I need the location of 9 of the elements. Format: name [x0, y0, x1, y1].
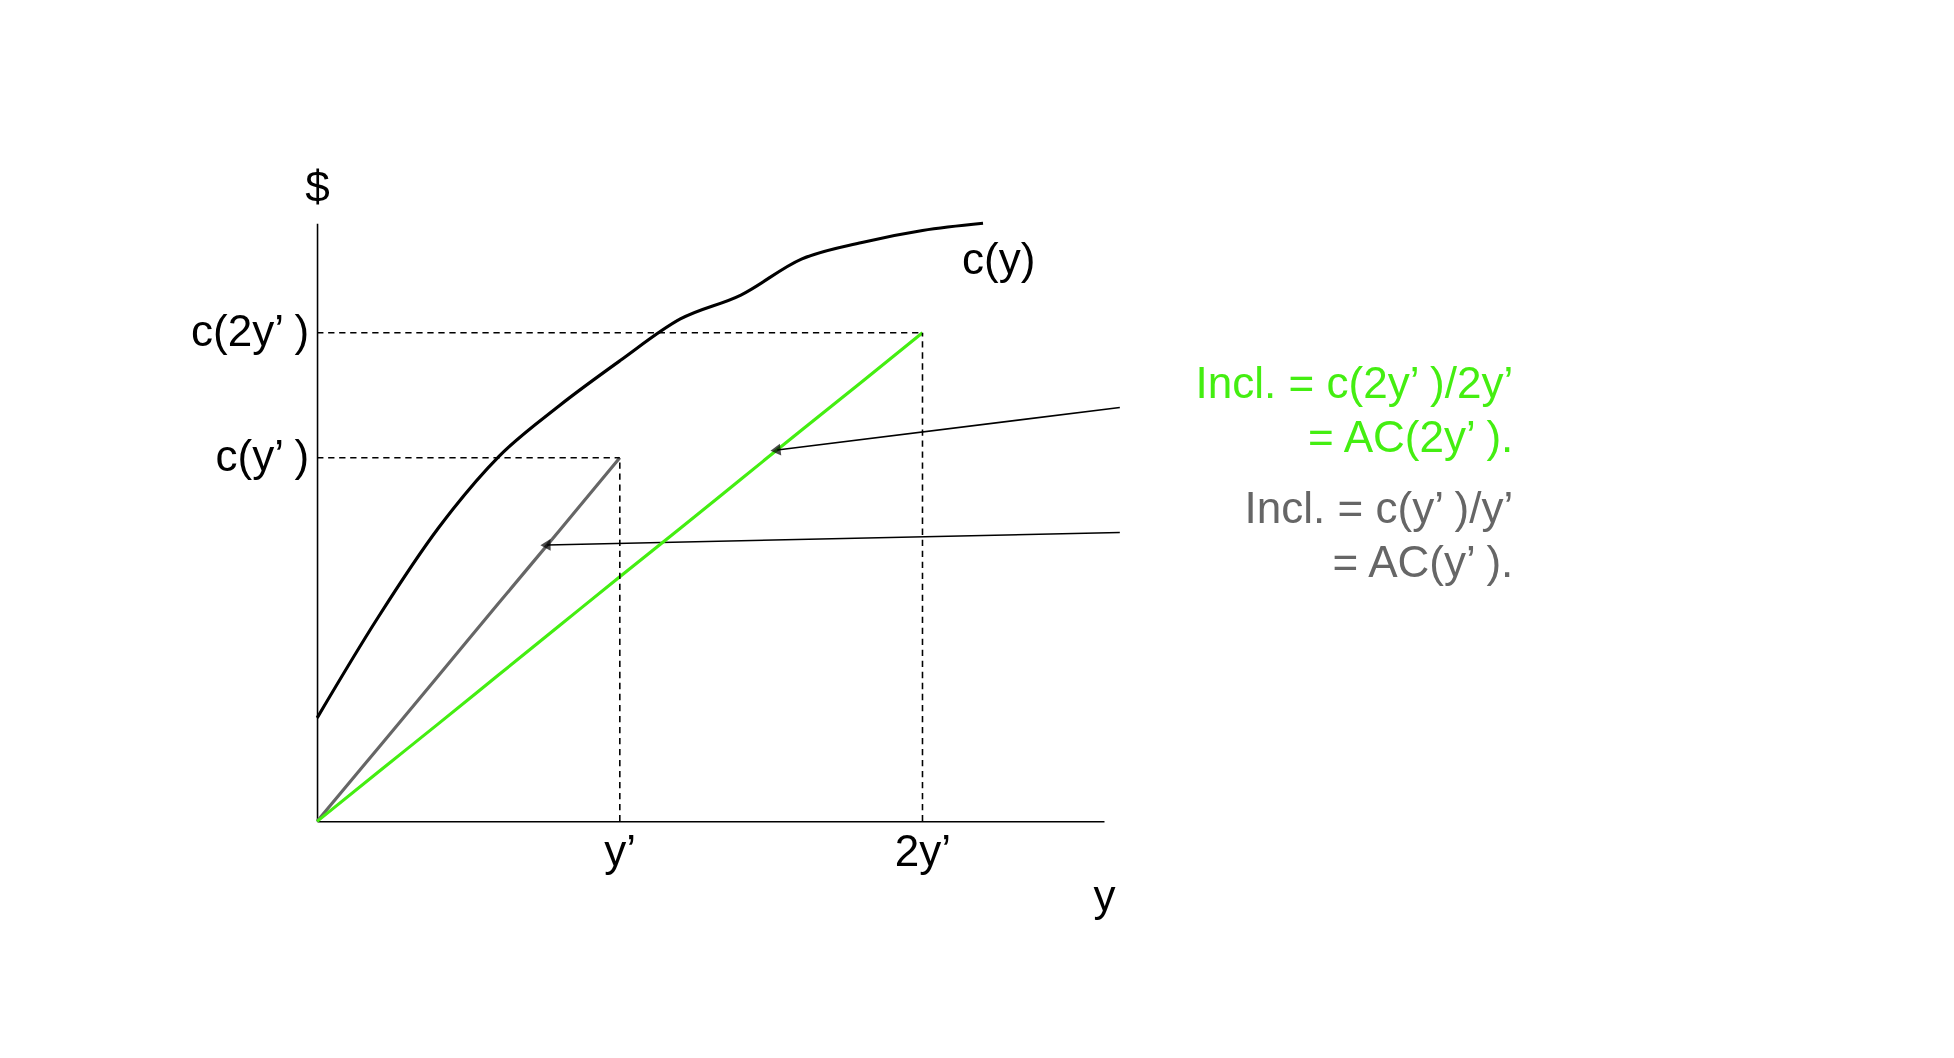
text: Incl. = c(2y’ )/2y’ = AC(2y’ ). [1195, 358, 1514, 461]
x-axis-title: y [1093, 871, 1116, 921]
text: Incl. = c(y’ )/y’ = AC(y’ ). [1244, 483, 1514, 586]
ref-line-label: c(y’ ) [215, 431, 310, 481]
y-axis-title: $ [305, 162, 330, 212]
x-tick-label: y’ [604, 825, 637, 875]
series-label: c(y) [962, 233, 1036, 283]
x-tick-label: 2y’ [894, 825, 952, 875]
ref-line-label: c(2y’ ) [190, 306, 310, 356]
